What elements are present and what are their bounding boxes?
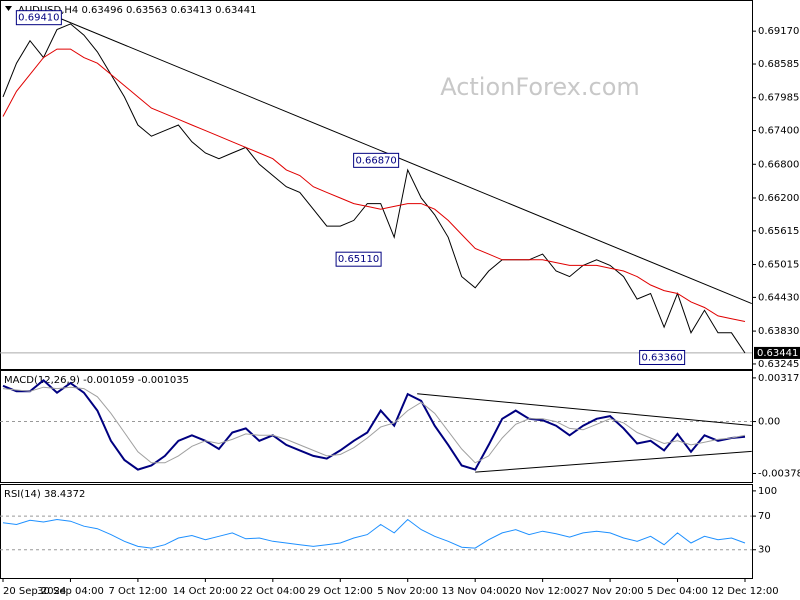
panel-frame (0, 0, 753, 370)
y-tick-label: 0.67400 (758, 126, 799, 137)
x-tick-label: 20 Nov 12:00 (509, 586, 576, 597)
price-label: 0.66870 (355, 155, 396, 166)
x-tick-label: 7 Oct 12:00 (108, 586, 167, 597)
watermark: ActionForex.com (440, 73, 640, 101)
price-label: 0.69410 (18, 13, 59, 24)
y-tick-label: 30 (758, 545, 771, 556)
panel-frame (0, 370, 753, 483)
x-tick-label: 27 Nov 20:00 (576, 586, 643, 597)
y-tick-label: 0.67985 (758, 93, 799, 104)
trendline (417, 393, 752, 427)
y-tick-label: 0.66800 (758, 159, 799, 170)
header-value: 0.63496 (81, 5, 122, 16)
y-tick-label: 0.00 (758, 417, 780, 428)
y-tick-label: 0.63245 (758, 359, 799, 370)
price-label-box (639, 349, 686, 365)
panel-header: RSI(14) 38.4372 (4, 489, 85, 500)
price-label-box (353, 152, 400, 168)
price-label: 0.65110 (338, 254, 379, 265)
y-tick-label: 0.003178 (758, 373, 800, 384)
y-tick-label: 0.63830 (758, 326, 799, 337)
y-tick-label: 0.65615 (758, 226, 799, 237)
series-line (2, 48, 746, 322)
menu-arrow (5, 6, 12, 11)
x-tick-label: 30 Sep 04:00 (37, 586, 104, 597)
y-tick-label: 0.64430 (758, 292, 799, 303)
series-line (2, 378, 746, 471)
panel-frame (0, 484, 753, 579)
series-line (2, 23, 746, 354)
y-tick-label: -0.00378 (758, 468, 800, 479)
panel-header: MACD(12,26,9) -0.001059 -0.001035 (4, 375, 189, 386)
x-tick-label: 20 Sep 2024 (3, 586, 66, 597)
header-value: -0.001059 (83, 375, 134, 386)
trendline (56, 16, 752, 305)
header-value: 0.63413 (171, 5, 212, 16)
price-label-box (15, 10, 62, 26)
trendline (475, 450, 752, 473)
y-tick-label: 70 (758, 511, 771, 522)
y-tick-label: 0.68585 (758, 59, 799, 70)
price-label-box (335, 251, 382, 267)
header-value: -0.001035 (138, 375, 189, 386)
x-tick-label: 14 Oct 20:00 (173, 586, 238, 597)
header-value: 38.4372 (44, 489, 85, 500)
price-tag (754, 346, 800, 359)
series-line (2, 386, 746, 464)
header-value: 0.63441 (215, 5, 256, 16)
x-tick-label: 13 Nov 04:00 (441, 586, 508, 597)
series-line (2, 518, 746, 549)
y-tick-label: 0.69170 (758, 26, 799, 37)
x-tick-label: 12 Dec 12:00 (711, 586, 778, 597)
x-tick-label: 5 Nov 20:00 (377, 586, 438, 597)
y-tick-label: 0.65015 (758, 260, 799, 271)
price-tag-label: 0.63441 (757, 348, 798, 359)
header-value: 0.63563 (126, 5, 167, 16)
price-label: 0.63360 (641, 352, 682, 363)
x-tick-label: 22 Oct 04:00 (240, 586, 305, 597)
y-tick-label: 0.66200 (758, 193, 799, 204)
y-tick-label: 100 (758, 486, 777, 497)
x-tick-label: 29 Oct 12:00 (308, 586, 373, 597)
x-tick-label: 5 Dec 04:00 (647, 586, 708, 597)
panel-title: RSI(14) (4, 489, 41, 500)
